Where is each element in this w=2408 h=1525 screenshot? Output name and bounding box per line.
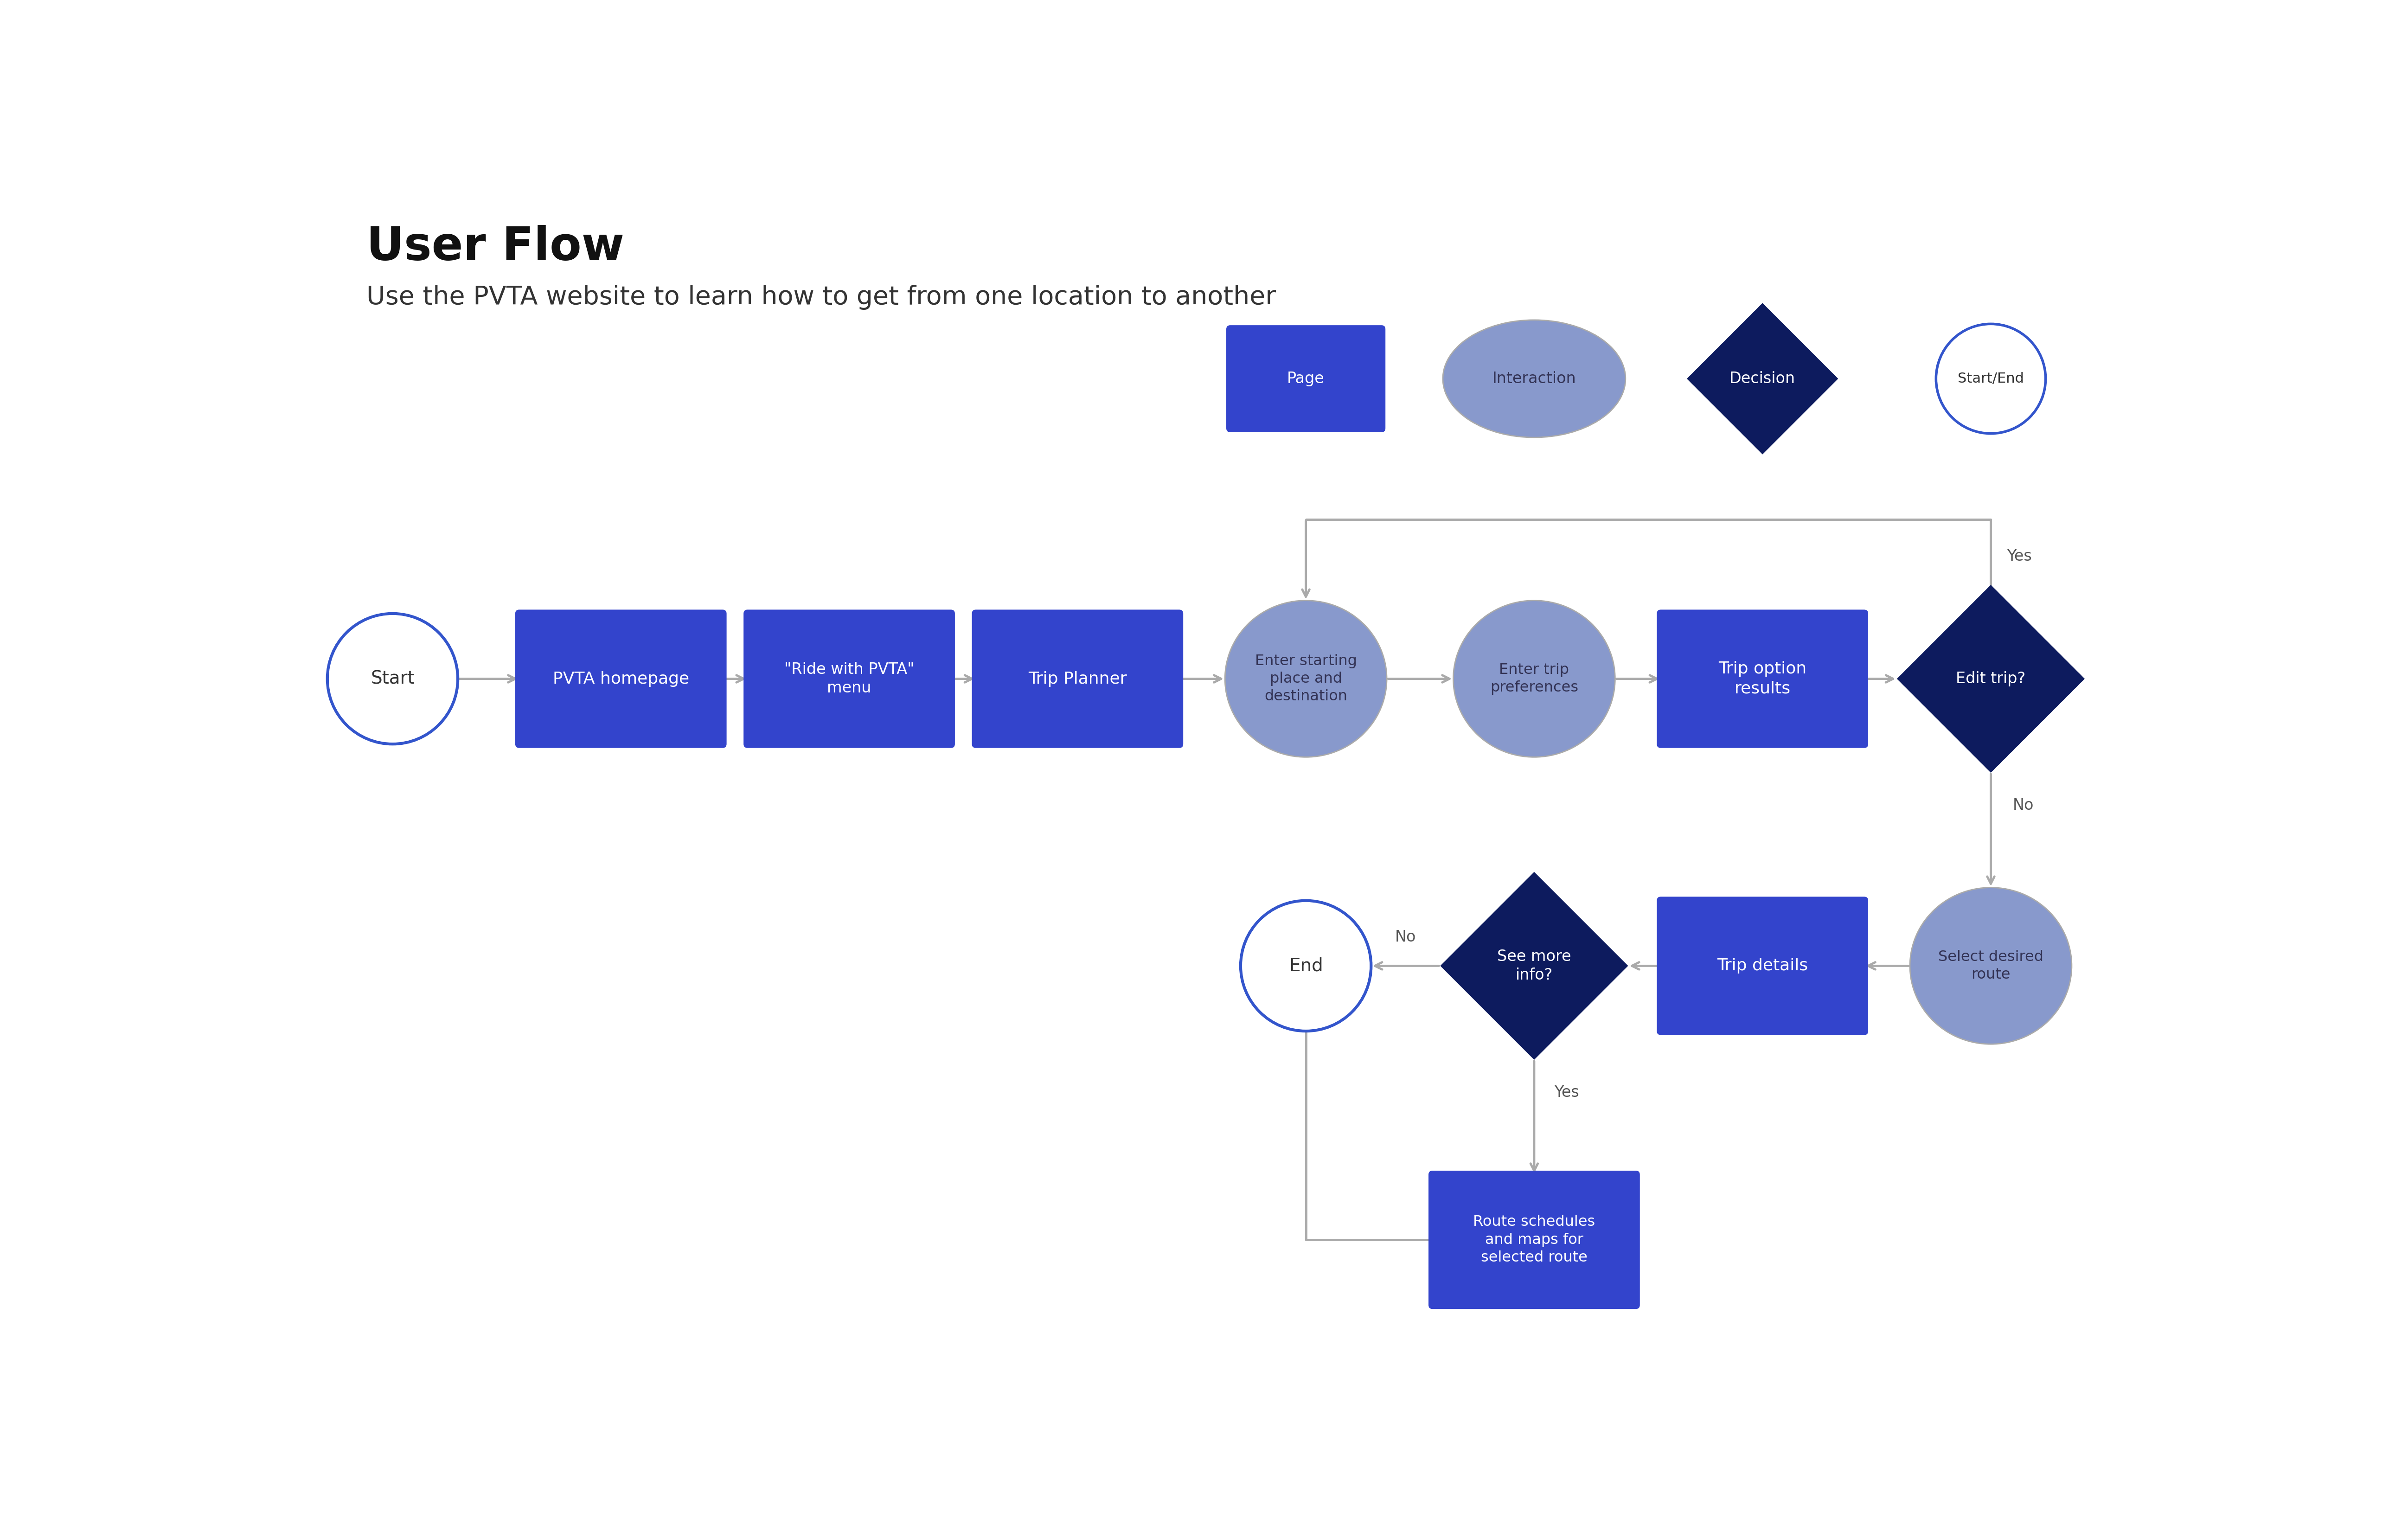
Text: Yes: Yes [1553,1084,1580,1100]
Polygon shape [1898,586,2085,773]
Text: Trip Planner: Trip Planner [1028,671,1127,686]
Text: See more
info?: See more info? [1498,949,1570,984]
Text: Start: Start [371,669,414,688]
Text: Select desired
route: Select desired route [1938,950,2044,982]
Ellipse shape [1226,601,1387,756]
Text: Start/End: Start/End [1958,372,2025,386]
Text: Enter starting
place and
destination: Enter starting place and destination [1255,654,1356,703]
FancyBboxPatch shape [1226,325,1385,432]
Text: No: No [2013,798,2035,813]
Text: Trip details: Trip details [1717,958,1808,974]
Text: Decision: Decision [1729,371,1796,386]
Text: "Ride with PVTA"
menu: "Ride with PVTA" menu [785,662,915,695]
FancyBboxPatch shape [515,610,727,747]
Text: PVTA homepage: PVTA homepage [554,671,689,686]
Circle shape [1936,323,2047,433]
Text: User Flow: User Flow [366,224,624,270]
Text: Page: Page [1288,371,1324,386]
Ellipse shape [1910,888,2071,1045]
Text: Edit trip?: Edit trip? [1955,671,2025,686]
Text: No: No [1394,929,1416,946]
FancyBboxPatch shape [1428,1171,1640,1308]
Circle shape [1240,901,1370,1031]
Text: Use the PVTA website to learn how to get from one location to another: Use the PVTA website to learn how to get… [366,285,1276,310]
Circle shape [327,613,458,744]
Text: End: End [1288,958,1322,974]
Text: Yes: Yes [2006,549,2032,564]
FancyBboxPatch shape [973,610,1182,747]
Ellipse shape [1454,601,1616,756]
Text: Enter trip
preferences: Enter trip preferences [1491,663,1577,695]
FancyBboxPatch shape [1657,897,1869,1035]
FancyBboxPatch shape [1657,610,1869,747]
Polygon shape [1688,303,1837,454]
Text: Interaction: Interaction [1493,371,1577,386]
Text: Route schedules
and maps for
selected route: Route schedules and maps for selected ro… [1474,1215,1594,1264]
FancyBboxPatch shape [744,610,956,747]
Polygon shape [1440,872,1628,1060]
Ellipse shape [1442,320,1625,438]
Text: Trip option
results: Trip option results [1719,662,1806,697]
